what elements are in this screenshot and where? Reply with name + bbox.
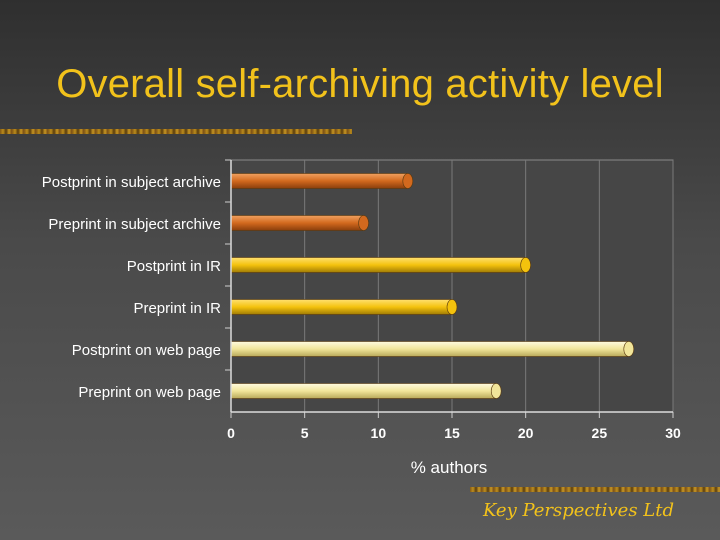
category-label: Preprint in IR <box>133 300 221 317</box>
x-tick-label: 10 <box>371 425 387 441</box>
x-tick-label: 20 <box>518 425 534 441</box>
category-label: Postprint in IR <box>127 258 221 275</box>
bar-body <box>230 257 526 273</box>
title-underline <box>0 129 352 134</box>
bar-6 <box>230 383 502 399</box>
category-label: Preprint on web page <box>78 384 221 401</box>
bar-3 <box>230 257 531 273</box>
x-tick-label: 0 <box>227 425 235 441</box>
bar-body <box>230 383 497 399</box>
bar-end-cap <box>490 383 502 399</box>
bar-end-cap <box>446 299 458 315</box>
x-tick-label: 25 <box>592 425 608 441</box>
bar-end-cap <box>402 173 414 189</box>
bar-5 <box>230 341 635 357</box>
axes <box>225 159 673 413</box>
bar-chart: Postprint in subject archive Preprint in … <box>42 159 681 477</box>
footer-line <box>470 487 720 492</box>
bar-body <box>230 173 409 189</box>
slide-title: Overall self-archiving activity level <box>56 62 664 106</box>
bars <box>230 173 635 399</box>
x-tick-labels: 0 5 10 15 20 25 30 <box>227 425 681 441</box>
x-tick-label: 30 <box>665 425 681 441</box>
bar-end-cap <box>520 257 531 273</box>
x-tick-label: 5 <box>301 425 309 441</box>
bar-body <box>230 215 364 231</box>
bar-4 <box>230 299 458 315</box>
category-label: Postprint in subject archive <box>42 174 221 191</box>
footer-text: Key Perspectives Ltd <box>482 500 674 521</box>
bar-end-cap <box>623 341 635 357</box>
category-labels: Postprint in subject archive Preprint in … <box>42 174 221 401</box>
category-label: Preprint in subject archive <box>48 216 221 233</box>
bar-end-cap <box>358 215 369 231</box>
category-label: Postprint on web page <box>72 342 221 359</box>
bar-body <box>230 299 453 315</box>
x-axis-title: % authors <box>411 458 488 477</box>
bar-1 <box>230 173 414 189</box>
bar-body <box>230 341 630 357</box>
bar-2 <box>230 215 369 231</box>
x-tick-label: 15 <box>444 425 460 441</box>
